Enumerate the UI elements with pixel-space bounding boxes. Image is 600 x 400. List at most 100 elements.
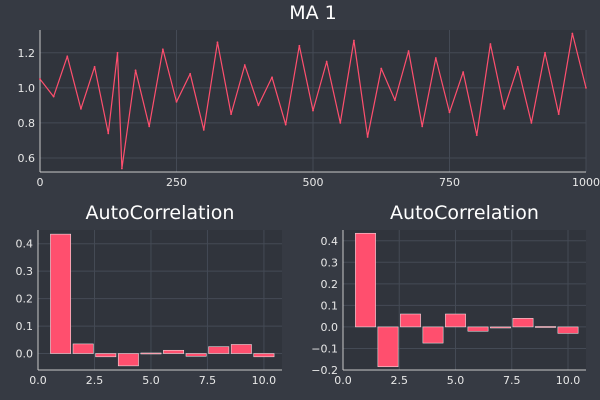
- data-point: [434, 57, 437, 59]
- y-tick-label: −0.1: [311, 342, 338, 355]
- bar: [400, 313, 421, 328]
- data-point: [121, 167, 123, 170]
- y-tick-label: 0.6: [18, 152, 36, 165]
- y-tick-label: 0.2: [321, 278, 339, 291]
- data-point: [52, 95, 55, 98]
- data-point: [93, 65, 96, 68]
- x-tick-label: 10.0: [252, 374, 277, 387]
- data-point: [189, 72, 192, 75]
- data-point: [462, 71, 465, 73]
- data-point: [407, 50, 410, 52]
- bar: [445, 313, 466, 328]
- x-tick-label: 2.5: [391, 374, 409, 387]
- y-tick-label: 0.4: [16, 238, 34, 251]
- data-point: [230, 113, 233, 116]
- data-point: [325, 60, 328, 63]
- autocorrelation-left-panel: 0.0 2.5 5.0 7.5 10.0 0.0 0.1 0.2 0.3 0.4 AutoCorre…: [16, 202, 282, 387]
- bar: [72, 343, 94, 354]
- chart-title: MA 1: [289, 2, 337, 24]
- bar: [377, 326, 399, 368]
- data-point: [39, 78, 41, 80]
- bar: [163, 349, 184, 354]
- data-point: [353, 39, 355, 42]
- bar: [253, 353, 275, 358]
- bar: [422, 326, 444, 344]
- x-tick-label: 0: [37, 176, 44, 189]
- data-point: [134, 69, 137, 72]
- x-tick-label: 5.0: [447, 374, 465, 387]
- ma1-panel: 0 250 500 750 1000 0.6 0.8 1.0 1.2 MA 1: [18, 2, 600, 189]
- bar: [355, 232, 376, 328]
- data-point: [557, 113, 560, 116]
- y-tick-label: 0.3: [16, 265, 34, 278]
- bar: [535, 326, 556, 328]
- x-tick-label: 0.0: [334, 374, 352, 387]
- y-tick-label: 0.8: [18, 117, 36, 130]
- y-tick-label: 0.1: [16, 320, 34, 333]
- data-point: [148, 125, 151, 128]
- x-tick-label: 7.5: [503, 374, 521, 387]
- y-tick-label: 0.0: [16, 348, 34, 361]
- data-point: [161, 48, 164, 51]
- y-tick-label: 0.0: [321, 321, 339, 334]
- data-point: [544, 51, 546, 54]
- data-point: [257, 104, 260, 107]
- y-tick-label: 1.0: [18, 82, 36, 95]
- data-point: [421, 125, 424, 128]
- x-tick-label: 1000: [572, 176, 600, 189]
- bar: [208, 346, 230, 354]
- data-point: [216, 41, 219, 44]
- bar: [185, 353, 207, 357]
- data-point: [516, 65, 519, 68]
- data-point: [298, 44, 301, 47]
- data-point: [380, 67, 383, 70]
- data-point: [80, 107, 82, 110]
- bar: [557, 326, 579, 334]
- bar: [490, 326, 511, 329]
- y-tick-label: 0.4: [321, 235, 339, 248]
- x-tick-label: 750: [439, 176, 460, 189]
- data-point: [116, 51, 119, 54]
- bar: [140, 352, 162, 355]
- data-point: [585, 86, 587, 89]
- y-tick-label: 1.2: [18, 47, 36, 60]
- data-point: [312, 109, 314, 112]
- data-point: [571, 32, 574, 35]
- data-point: [339, 122, 342, 124]
- data-point: [202, 129, 205, 131]
- x-tick-label: 2.5: [86, 374, 104, 387]
- series-line: [39, 32, 587, 170]
- x-tick-label: 5.0: [142, 374, 160, 387]
- data-point: [475, 134, 478, 137]
- bar: [512, 318, 534, 328]
- y-tick-label: 0.2: [16, 293, 34, 306]
- x-tick-label: 0.0: [29, 374, 47, 387]
- data-point: [243, 64, 246, 66]
- bar: [50, 233, 72, 354]
- x-tick-label: 7.5: [199, 374, 217, 387]
- data-point: [530, 122, 533, 124]
- data-point: [271, 76, 273, 79]
- chart-title: AutoCorrelation: [390, 202, 539, 224]
- bar: [95, 353, 117, 358]
- y-tick-label: 0.1: [321, 299, 339, 312]
- data-point: [107, 132, 110, 135]
- bar: [117, 353, 139, 367]
- data-point: [394, 99, 396, 102]
- x-tick-label: 500: [303, 176, 324, 189]
- x-tick-label: 250: [166, 176, 187, 189]
- data-point: [366, 136, 369, 138]
- data-point: [284, 123, 287, 126]
- data-point: [175, 100, 178, 103]
- y-tick-label: 0.3: [321, 256, 339, 269]
- data-point: [448, 111, 451, 114]
- bar: [230, 344, 252, 354]
- autocorrelation-right-panel: 0.0 2.5 5.0 7.5 10.0 −0.2 −0.1 0.0 0.1 0.2 0.3 0.4 A…: [311, 202, 586, 387]
- bar: [467, 326, 489, 332]
- y-tick-label: −0.2: [311, 364, 338, 377]
- data-point: [503, 107, 505, 110]
- data-point: [66, 55, 69, 58]
- x-tick-label: 10.0: [556, 374, 581, 387]
- data-point: [489, 43, 492, 45]
